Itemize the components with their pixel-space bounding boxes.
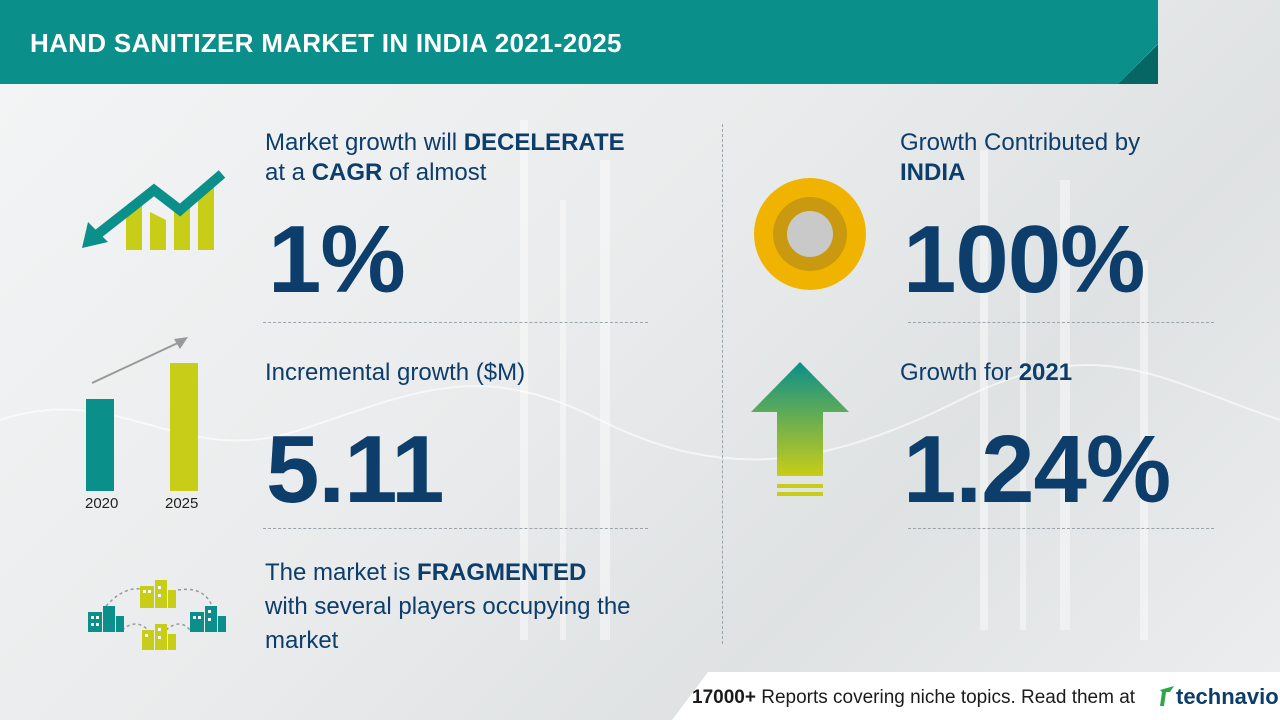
decelerate-chart-icon	[82, 170, 226, 250]
bar-year-2020: 2020	[85, 495, 119, 512]
growth-year-line: Growth for 2021	[900, 359, 1073, 386]
divider	[908, 322, 1214, 323]
incremental-growth-bars-icon	[86, 337, 198, 491]
cagr-line-1: Market growth will DECELERATE	[265, 129, 625, 156]
fragmented-line-3: market	[265, 627, 339, 654]
incremental-value: 5.11	[266, 416, 445, 523]
footer-bar	[672, 672, 1280, 720]
page-title: HAND SANITIZER MARKET IN INDIA 2021-2025	[30, 28, 622, 58]
fragmented-line-2: with several players occupying the	[265, 593, 631, 620]
bar-year-2025: 2025	[165, 495, 199, 512]
fragmented-line-1: The market is FRAGMENTED	[265, 559, 587, 586]
contribution-line-2: INDIA	[900, 159, 966, 186]
footer-text: 17000+ Reports covering niche topics. Re…	[692, 687, 1136, 708]
technavio-logo-icon	[1160, 686, 1174, 706]
contribution-value: 100%	[903, 206, 1146, 313]
growth-year-value: 1.24%	[903, 416, 1171, 523]
buildings-network-icon	[88, 580, 226, 650]
up-arrow-icon	[751, 362, 849, 496]
divider	[908, 528, 1214, 529]
cagr-value: 1%	[268, 206, 406, 313]
header-banner	[0, 0, 1158, 84]
divider	[263, 528, 648, 529]
cagr-line-2: at a CAGR of almost	[265, 159, 487, 186]
divider	[263, 322, 648, 323]
donut-icon	[754, 178, 866, 290]
technavio-logo[interactable]: technavio	[1176, 684, 1279, 709]
column-divider	[722, 124, 723, 644]
contribution-line-1: Growth Contributed by	[900, 129, 1141, 156]
incremental-label: Incremental growth ($M)	[265, 359, 526, 386]
